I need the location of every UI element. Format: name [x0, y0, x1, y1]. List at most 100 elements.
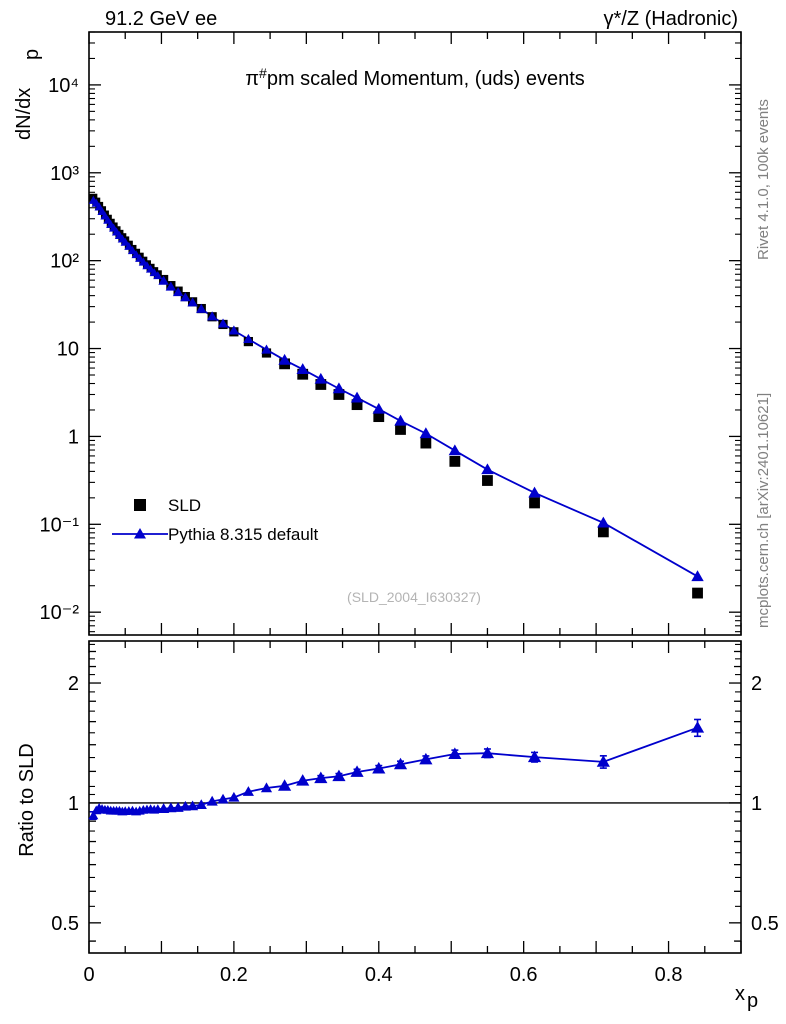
pythia-marker: [131, 250, 141, 259]
x-tick-label: 0.8: [655, 964, 683, 986]
ratio-marker: [278, 779, 292, 791]
pythia-marker: [217, 318, 229, 328]
pythia-marker: [228, 325, 240, 335]
plot-title-text: π#pm scaled Momentum, (uds) events: [245, 65, 585, 90]
pythia-ratio-errorbars: [89, 718, 702, 821]
x-tick-label: 0.6: [510, 964, 538, 986]
pythia-marker: [124, 241, 134, 250]
ratio-y-axis-label: Ratio to SLD: [16, 743, 38, 856]
ratio-marker: [527, 750, 542, 763]
side-label-rivet: Rivet 4.1.0, 100k events: [755, 99, 772, 260]
main-y-tick-label: 10³: [50, 163, 79, 185]
pythia-marker: [120, 237, 130, 246]
sld-marker: [395, 424, 406, 435]
pythia-marker: [278, 353, 291, 365]
pythia-marker: [528, 486, 541, 498]
x-axis-label-text: x: [735, 983, 745, 1005]
pythia-marker: [172, 286, 184, 297]
ratio-y-tick-label-right: 0.5: [751, 913, 779, 935]
main-y-axis-label: dN/dx p: [13, 49, 43, 140]
main-y-tick-label: 10⁻²: [40, 602, 80, 624]
ratio-y-tick-label-left: 1: [68, 793, 79, 815]
ratio-marker: [596, 755, 610, 767]
header-right-label: γ*/Z (Hadronic): [604, 8, 738, 30]
pythia-data-points-main: [88, 195, 704, 582]
pythia-marker: [448, 444, 462, 456]
ratio-marker: [88, 810, 99, 820]
main-y-axis-label-text: dN/dx: [13, 88, 35, 140]
pythia-marker: [261, 344, 272, 354]
pythia-marker: [394, 414, 407, 426]
pythia-marker: [481, 463, 494, 475]
ratio-marker: [165, 802, 177, 813]
pythia-marker: [180, 292, 191, 302]
x-tick-label: 0: [83, 964, 94, 986]
pythia-marker: [135, 253, 145, 262]
legend-marker-pythia: [134, 528, 146, 539]
legend-label-pythia: Pythia 8.315 default: [168, 525, 319, 544]
main-y-tick-label: 1: [68, 426, 79, 448]
ratio-marker: [480, 746, 495, 759]
sld-marker: [692, 587, 703, 599]
ratio-marker: [332, 769, 346, 782]
ratio-marker: [393, 757, 408, 770]
main-y-tick-label: 10²: [50, 251, 79, 273]
ratio-marker: [314, 771, 328, 784]
pythia-marker: [597, 516, 610, 528]
pythia-marker: [196, 303, 207, 313]
ratio-panel-frame: [88, 640, 742, 954]
sld-marker: [333, 389, 345, 400]
pythia-marker: [153, 271, 163, 280]
ratio-y-tick-label-right: 2: [751, 673, 762, 695]
ratio-marker: [419, 752, 433, 765]
main-y-axis-label-sub: p: [21, 49, 43, 60]
ratio-marker: [195, 799, 207, 810]
pythia-marker: [372, 402, 385, 414]
x-axis-ticks: [88, 32, 742, 953]
main-y-axis-ticks: [89, 31, 741, 633]
ratio-y-axis-ticks: [89, 643, 741, 942]
pythia-marker: [243, 333, 254, 344]
ratio-y-tick-label-right: 1: [751, 793, 762, 815]
pythia-marker: [691, 570, 704, 582]
ratio-y-tick-label-left: 0.5: [51, 913, 79, 935]
legend-marker-sld: [134, 499, 146, 511]
pythia-marker: [158, 275, 169, 285]
pythia-marker: [206, 311, 218, 321]
plot-title: π#pm scaled Momentum, (uds) events: [245, 65, 585, 90]
ratio-marker: [228, 791, 240, 802]
sld-marker: [351, 399, 363, 411]
x-tick-label: 0.4: [365, 964, 393, 986]
ratio-marker: [217, 793, 229, 804]
ratio-marker: [179, 800, 191, 811]
sld-marker: [482, 475, 493, 486]
sld-marker: [315, 379, 327, 390]
pythia-marker: [296, 363, 309, 374]
pythia-marker: [419, 427, 433, 439]
ratio-marker: [690, 721, 705, 733]
x-axis-label-sub: p: [747, 990, 758, 1012]
pythia-marker: [127, 246, 138, 255]
main-y-tick-label: 10⁻¹: [40, 514, 80, 536]
ratio-y-tick-label-left: 2: [68, 673, 79, 695]
legend-label-sld: SLD: [168, 496, 201, 515]
main-y-tick-label: 10: [57, 339, 79, 361]
main-y-tick-label: 10⁴: [48, 75, 79, 97]
pythia-marker: [350, 391, 364, 403]
sld-marker: [529, 497, 540, 509]
pythia-marker: [165, 281, 177, 291]
ratio-marker: [448, 747, 462, 759]
sld-marker: [597, 526, 609, 538]
ratio-marker: [260, 782, 273, 793]
ratio-marker: [242, 786, 254, 796]
pythia-marker: [332, 382, 346, 394]
pythia-curve-main: [92, 199, 698, 578]
pythia-marker: [187, 297, 198, 307]
header-left-label: 91.2 GeV ee: [105, 8, 217, 30]
pythia-curve-path: [92, 199, 698, 578]
x-tick-label: 0.2: [220, 964, 248, 986]
sld-marker: [373, 411, 385, 423]
